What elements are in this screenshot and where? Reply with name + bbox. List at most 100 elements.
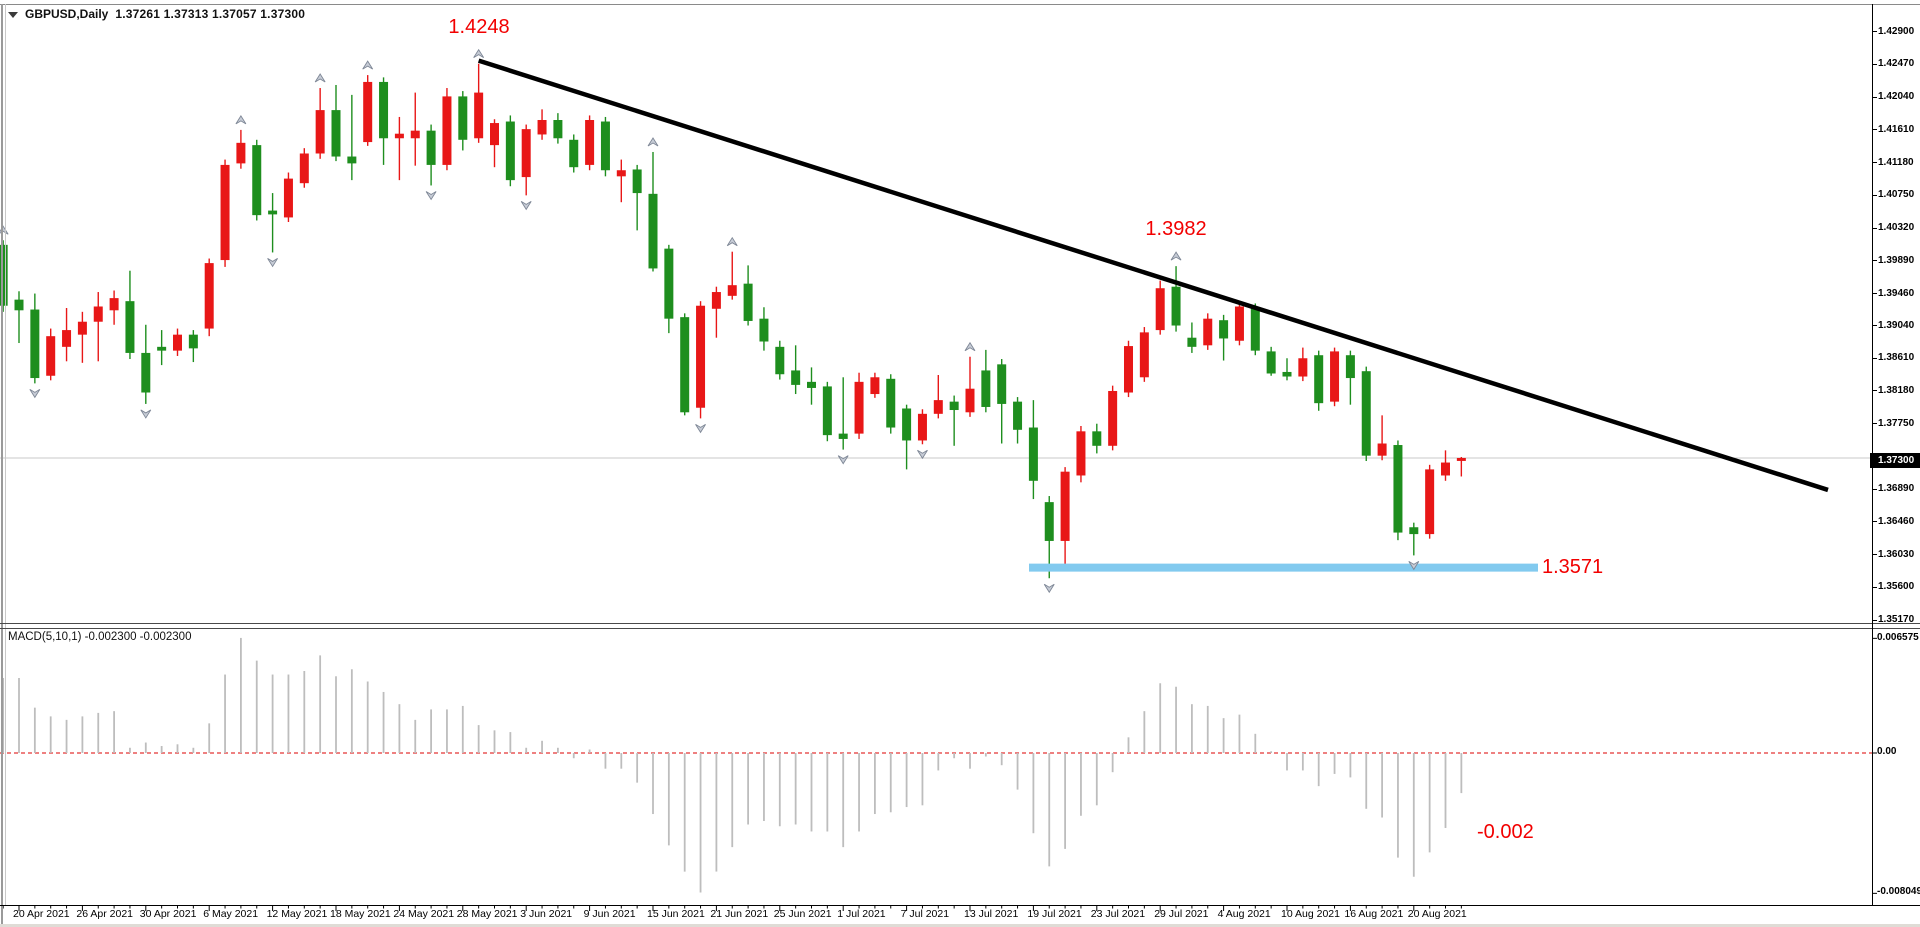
candle: [315, 110, 325, 154]
candle: [0, 244, 8, 306]
support-level-label: 1.3571: [1542, 556, 1604, 578]
candle: [917, 413, 927, 441]
price-tick-label: 1.41610: [1878, 123, 1915, 135]
candle: [1250, 308, 1260, 351]
macd-axis-max-label: 0.006575: [1877, 632, 1919, 643]
candle: [188, 334, 198, 349]
price-axis-tick: [1872, 260, 1877, 262]
fractal-down-icon: [425, 191, 437, 201]
candle: [505, 121, 515, 181]
candle: [1456, 457, 1466, 461]
date-tick-label: 1 Jul 2021: [837, 908, 886, 920]
fractal-down-icon: [29, 388, 41, 399]
candle: [1139, 332, 1149, 378]
ohlc-quote-label: 1.37261 1.37313 1.37057 1.37300: [115, 7, 306, 21]
candle: [1171, 286, 1181, 326]
date-tick-label: 13 Jul 2021: [964, 908, 1019, 920]
candle: [648, 193, 658, 269]
date-tick-label: 15 Jun 2021: [647, 908, 705, 920]
candle: [727, 285, 737, 296]
candle: [220, 164, 230, 261]
fractal-up-icon: [473, 48, 485, 59]
date-tick-label: 24 May 2021: [393, 908, 455, 920]
candle: [1108, 390, 1118, 446]
candle: [680, 317, 690, 413]
date-tick-label: 18 May 2021: [330, 908, 391, 920]
date-tick-label: 7 Jul 2021: [900, 908, 950, 920]
candle: [1219, 320, 1229, 339]
candle: [1155, 288, 1165, 331]
candle: [1028, 427, 1038, 481]
fractal-down-icon: [520, 200, 532, 211]
fractal-up-icon: [964, 341, 976, 352]
price-axis-tick: [1872, 162, 1877, 164]
price-tick-label: 1.42900: [1878, 25, 1915, 37]
date-tick-label: 28 May 2021: [456, 908, 518, 920]
candle: [1314, 355, 1324, 404]
date-tick-label: 12 May 2021: [266, 908, 328, 920]
candle: [807, 381, 816, 388]
fractal-down-icon: [837, 455, 849, 465]
date-tick-label: 26 Apr 2021: [76, 908, 134, 920]
fractal-up-icon: [314, 73, 326, 83]
price-tick-label: 1.36890: [1878, 483, 1915, 495]
fractal-down-icon: [917, 449, 928, 460]
date-tick-label: 16 Aug 2021: [1344, 908, 1404, 920]
price-axis-tick: [1872, 619, 1877, 621]
price-axis-tick: [1872, 227, 1877, 229]
candle: [569, 139, 579, 168]
candle: [14, 299, 24, 311]
macd-axis-min-label: -0.008049: [1877, 886, 1920, 897]
candle: [775, 346, 785, 375]
candle: [1013, 401, 1023, 430]
candle: [1282, 371, 1292, 377]
candle: [902, 408, 912, 441]
candle: [252, 145, 262, 216]
date-tick-label: 10 Aug 2021: [1281, 908, 1340, 920]
date-tick-label: 25 Jun 2021: [773, 908, 832, 920]
fractal-down-icon: [1043, 583, 1055, 594]
candle: [616, 170, 626, 177]
date-tick-label: 9 Jun 2021: [583, 908, 636, 920]
symbol-timeframe-label: GBPUSD,Daily: [25, 7, 109, 21]
price-tick-label: 1.36030: [1878, 548, 1915, 560]
date-tick-label: 20 Apr 2021: [13, 908, 70, 920]
candle: [1298, 358, 1308, 377]
price-tick-label: 1.38180: [1878, 384, 1915, 396]
price-axis-tick: [1872, 293, 1877, 295]
candle: [870, 377, 880, 395]
candle: [379, 81, 389, 139]
price-axis-tick: [1872, 325, 1877, 327]
pane-left-border: [5, 4, 6, 905]
window-left-border: [1, 4, 3, 924]
fractal-up-icon: [1170, 251, 1182, 261]
pane-divider-top[interactable]: [0, 623, 1920, 624]
pane-divider-bottom[interactable]: [0, 628, 1920, 629]
descending-trendline[interactable]: [477, 58, 1829, 493]
candle: [838, 433, 848, 439]
date-tick-label: 23 Jul 2021: [1090, 908, 1146, 920]
fractal-up-icon: [726, 236, 738, 247]
date-tick-label: 6 May 2021: [203, 908, 259, 920]
chart-menu-arrow-icon[interactable]: [8, 11, 18, 18]
candle: [854, 381, 864, 434]
candle: [141, 352, 151, 393]
candle: [600, 121, 610, 171]
candle: [1361, 371, 1371, 456]
candle: [173, 334, 182, 351]
candle: [236, 142, 246, 164]
candle: [537, 119, 547, 135]
candle: [585, 119, 595, 165]
candle: [981, 370, 991, 407]
candle: [30, 309, 40, 379]
price-tick-label: 1.41180: [1878, 156, 1914, 168]
candle: [347, 156, 357, 164]
candle: [759, 318, 769, 342]
candle: [1345, 355, 1355, 379]
price-tick-label: 1.39890: [1878, 254, 1915, 266]
candle: [1044, 502, 1054, 541]
candle: [553, 119, 563, 139]
candle: [93, 306, 103, 322]
price-axis-tick: [1872, 63, 1877, 65]
